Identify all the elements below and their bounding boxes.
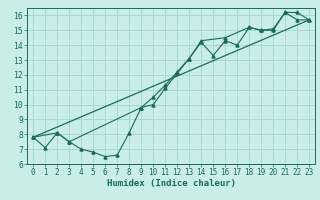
X-axis label: Humidex (Indice chaleur): Humidex (Indice chaleur) — [107, 179, 236, 188]
